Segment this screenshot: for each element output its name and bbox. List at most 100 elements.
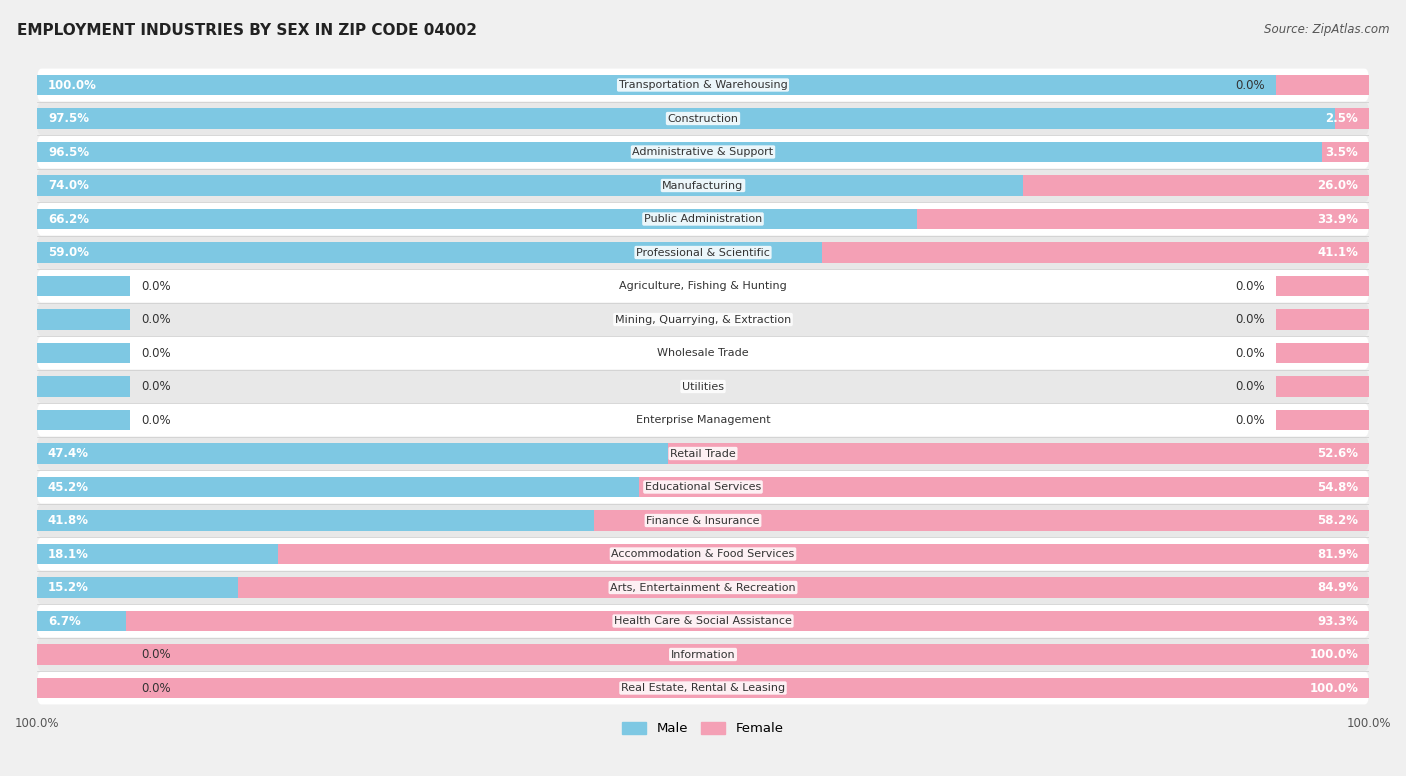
Text: 41.1%: 41.1% xyxy=(1317,246,1358,259)
Bar xyxy=(37,443,668,464)
Text: 0.0%: 0.0% xyxy=(1236,279,1265,293)
Text: Arts, Entertainment & Recreation: Arts, Entertainment & Recreation xyxy=(610,583,796,593)
Bar xyxy=(37,410,131,431)
Text: 0.0%: 0.0% xyxy=(141,279,170,293)
Text: Construction: Construction xyxy=(668,113,738,123)
Bar xyxy=(1336,108,1369,129)
Bar xyxy=(1275,376,1369,397)
Bar xyxy=(1275,74,1369,95)
Bar xyxy=(37,644,1369,665)
Bar xyxy=(37,242,823,263)
FancyBboxPatch shape xyxy=(37,169,1369,202)
FancyBboxPatch shape xyxy=(37,269,1369,303)
Bar xyxy=(37,309,131,330)
Text: 15.2%: 15.2% xyxy=(48,581,89,594)
Text: 66.2%: 66.2% xyxy=(48,213,89,226)
Text: Retail Trade: Retail Trade xyxy=(671,449,735,459)
Text: Health Care & Social Assistance: Health Care & Social Assistance xyxy=(614,616,792,626)
Text: 100.0%: 100.0% xyxy=(1309,648,1358,661)
Text: Agriculture, Fishing & Hunting: Agriculture, Fishing & Hunting xyxy=(619,281,787,291)
Text: Manufacturing: Manufacturing xyxy=(662,181,744,191)
Text: 0.0%: 0.0% xyxy=(1236,347,1265,359)
Bar xyxy=(37,142,1322,162)
Text: 47.4%: 47.4% xyxy=(48,447,89,460)
Bar xyxy=(37,175,1022,196)
Text: 3.5%: 3.5% xyxy=(1326,146,1358,158)
Bar xyxy=(640,476,1369,497)
Text: Transportation & Warehousing: Transportation & Warehousing xyxy=(619,80,787,90)
Bar xyxy=(37,108,1336,129)
Text: Professional & Scientific: Professional & Scientific xyxy=(636,248,770,258)
Text: Administrative & Support: Administrative & Support xyxy=(633,147,773,157)
FancyBboxPatch shape xyxy=(37,470,1369,504)
Text: 0.0%: 0.0% xyxy=(1236,78,1265,92)
Text: 41.8%: 41.8% xyxy=(48,514,89,527)
FancyBboxPatch shape xyxy=(37,671,1369,705)
Text: Enterprise Management: Enterprise Management xyxy=(636,415,770,425)
FancyBboxPatch shape xyxy=(37,236,1369,269)
Text: 100.0%: 100.0% xyxy=(1309,681,1358,695)
Text: Wholesale Trade: Wholesale Trade xyxy=(657,348,749,358)
Text: 26.0%: 26.0% xyxy=(1317,179,1358,192)
Text: 0.0%: 0.0% xyxy=(141,414,170,427)
Bar xyxy=(238,577,1369,598)
Text: 33.9%: 33.9% xyxy=(1317,213,1358,226)
Text: Real Estate, Rental & Leasing: Real Estate, Rental & Leasing xyxy=(621,683,785,693)
Text: Source: ZipAtlas.com: Source: ZipAtlas.com xyxy=(1264,23,1389,36)
Text: Accommodation & Food Services: Accommodation & Food Services xyxy=(612,549,794,559)
Bar xyxy=(37,577,239,598)
FancyBboxPatch shape xyxy=(37,605,1369,637)
Text: 6.7%: 6.7% xyxy=(48,615,80,628)
Text: 93.3%: 93.3% xyxy=(1317,615,1358,628)
Text: 0.0%: 0.0% xyxy=(141,648,170,661)
Text: 52.6%: 52.6% xyxy=(1317,447,1358,460)
Bar xyxy=(1022,175,1369,196)
FancyBboxPatch shape xyxy=(37,538,1369,570)
Legend: Male, Female: Male, Female xyxy=(617,716,789,740)
Bar xyxy=(1275,275,1369,296)
Text: 0.0%: 0.0% xyxy=(1236,313,1265,326)
FancyBboxPatch shape xyxy=(37,68,1369,102)
Text: Educational Services: Educational Services xyxy=(645,482,761,492)
Bar xyxy=(37,209,918,230)
Text: 100.0%: 100.0% xyxy=(48,78,97,92)
Bar xyxy=(1275,410,1369,431)
Text: 0.0%: 0.0% xyxy=(141,681,170,695)
Bar xyxy=(37,677,131,698)
Text: Information: Information xyxy=(671,650,735,660)
Bar xyxy=(37,544,278,564)
Bar xyxy=(593,510,1369,531)
Text: 18.1%: 18.1% xyxy=(48,548,89,560)
Text: 45.2%: 45.2% xyxy=(48,480,89,494)
FancyBboxPatch shape xyxy=(37,504,1369,537)
Bar xyxy=(37,74,1369,95)
Bar xyxy=(37,677,1369,698)
Bar xyxy=(37,376,131,397)
Text: 0.0%: 0.0% xyxy=(1236,380,1265,393)
Bar xyxy=(37,611,127,632)
Bar xyxy=(127,611,1369,632)
FancyBboxPatch shape xyxy=(37,404,1369,436)
Bar xyxy=(37,343,131,363)
Text: Finance & Insurance: Finance & Insurance xyxy=(647,515,759,525)
Bar xyxy=(1275,343,1369,363)
Bar xyxy=(278,544,1369,564)
FancyBboxPatch shape xyxy=(37,203,1369,235)
Text: 0.0%: 0.0% xyxy=(1236,414,1265,427)
Text: 84.9%: 84.9% xyxy=(1317,581,1358,594)
FancyBboxPatch shape xyxy=(37,437,1369,470)
Text: 59.0%: 59.0% xyxy=(48,246,89,259)
FancyBboxPatch shape xyxy=(37,370,1369,403)
Bar xyxy=(37,476,640,497)
Bar xyxy=(37,510,593,531)
Bar xyxy=(917,209,1369,230)
FancyBboxPatch shape xyxy=(37,303,1369,336)
FancyBboxPatch shape xyxy=(37,638,1369,671)
FancyBboxPatch shape xyxy=(37,571,1369,604)
Text: Utilities: Utilities xyxy=(682,382,724,392)
Text: 0.0%: 0.0% xyxy=(141,347,170,359)
Text: 0.0%: 0.0% xyxy=(141,380,170,393)
Text: 74.0%: 74.0% xyxy=(48,179,89,192)
FancyBboxPatch shape xyxy=(37,102,1369,135)
Bar xyxy=(1322,142,1369,162)
